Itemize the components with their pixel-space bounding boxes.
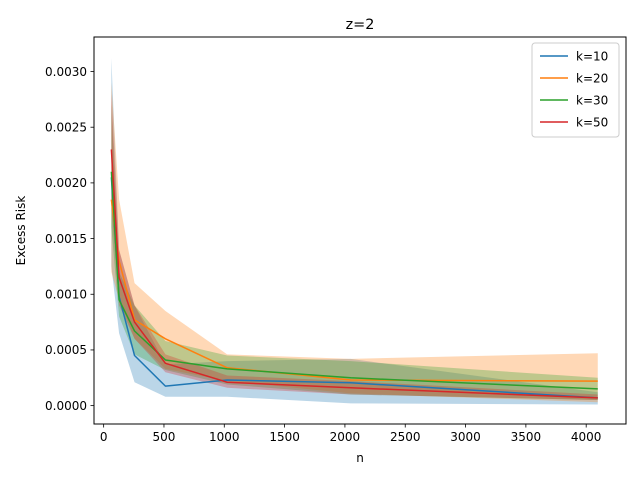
legend-label-k-50: k=50: [576, 115, 608, 129]
legend-box: [531, 42, 620, 138]
x-axis-label: n: [356, 451, 364, 465]
x-tick-label: 3500: [511, 430, 542, 444]
x-tick-label: 0: [100, 430, 108, 444]
x-tick-label: 4000: [571, 430, 602, 444]
x-tick-label: 2500: [390, 430, 421, 444]
x-tick-label: 2000: [330, 430, 361, 444]
confidence-bands: [111, 58, 598, 405]
chart-title: z=2: [346, 17, 375, 33]
y-tick-label: 0.0010: [45, 288, 87, 302]
y-tick-label: 0.0025: [45, 121, 87, 135]
y-axis-label: Excess Risk: [14, 196, 28, 266]
x-axis-ticks: 0 500 1000 1500 2000 2500 3000 3500 4000: [100, 424, 602, 444]
y-tick-label: 0.0015: [45, 232, 87, 246]
legend-label-k-30: k=30: [576, 93, 608, 107]
y-axis-ticks: 0.0000 0.0005 0.0010 0.0015 0.0020 0.0025 0.00…: [45, 65, 94, 413]
y-tick-label: 0.0005: [45, 343, 87, 357]
band-k-10: [111, 58, 598, 405]
y-tick-label: 0.0020: [45, 176, 87, 190]
x-tick-label: 1000: [209, 430, 240, 444]
legend-label-k-20: k=20: [576, 71, 608, 85]
band-k-20: [111, 82, 598, 403]
x-tick-label: 1500: [269, 430, 300, 444]
legend-label-k-10: k=10: [576, 49, 608, 63]
series-lines: [110, 149, 598, 399]
plot-frame: [93, 36, 627, 425]
x-tick-label: 500: [153, 430, 176, 444]
y-tick-label: 0.0030: [45, 65, 87, 79]
y-tick-label: 0.0000: [45, 399, 87, 413]
legend: k=10 k=20 k=30 k=50: [531, 42, 620, 138]
x-tick-label: 3000: [450, 430, 481, 444]
